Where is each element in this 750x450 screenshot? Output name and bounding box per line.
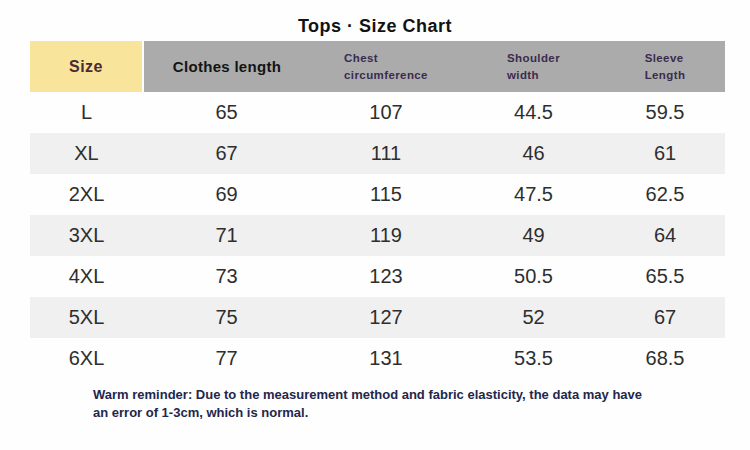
- chest-circumference-cell: 123: [310, 256, 462, 297]
- table-row: 4XL7312350.565.5: [30, 256, 725, 297]
- column-header-shoulder-width: Shoulder width: [462, 41, 605, 92]
- column-header-sleeve-length-label: Sleeve Length: [645, 50, 686, 83]
- sleeve-length-cell: 68.5: [605, 338, 725, 379]
- sleeve-length-cell: 59.5: [605, 92, 725, 133]
- page-title: Tops · Size Chart: [0, 0, 750, 40]
- shoulder-width-cell: 44.5: [462, 92, 605, 133]
- size-cell: XL: [30, 133, 143, 174]
- size-cell: 5XL: [30, 297, 143, 338]
- column-header-clothes-length: Clothes length: [143, 41, 310, 92]
- size-table-body: L6510744.559.5XL6711146612XL6911547.562.…: [30, 92, 725, 379]
- chest-circumference-cell: 115: [310, 174, 462, 215]
- size-cell: 4XL: [30, 256, 143, 297]
- chest-circumference-cell: 111: [310, 133, 462, 174]
- size-chart-table: Size Clothes length Chest circumference …: [30, 41, 725, 379]
- size-cell: 6XL: [30, 338, 143, 379]
- size-cell: 2XL: [30, 174, 143, 215]
- clothes-length-cell: 67: [143, 133, 310, 174]
- column-header-sleeve-length: Sleeve Length: [605, 41, 725, 92]
- clothes-length-cell: 75: [143, 297, 310, 338]
- table-header-row: Size Clothes length Chest circumference …: [30, 41, 725, 92]
- chest-circumference-cell: 127: [310, 297, 462, 338]
- shoulder-width-cell: 50.5: [462, 256, 605, 297]
- size-cell: L: [30, 92, 143, 133]
- chest-circumference-cell: 107: [310, 92, 462, 133]
- shoulder-width-cell: 53.5: [462, 338, 605, 379]
- clothes-length-cell: 73: [143, 256, 310, 297]
- chest-circumference-cell: 119: [310, 215, 462, 256]
- sleeve-length-cell: 67: [605, 297, 725, 338]
- table-row: L6510744.559.5: [30, 92, 725, 133]
- sleeve-length-cell: 62.5: [605, 174, 725, 215]
- sleeve-length-cell: 64: [605, 215, 725, 256]
- clothes-length-cell: 65: [143, 92, 310, 133]
- size-cell: 3XL: [30, 215, 143, 256]
- sleeve-length-cell: 65.5: [605, 256, 725, 297]
- column-header-chest-circumference-label: Chest circumference: [344, 50, 428, 83]
- clothes-length-cell: 77: [143, 338, 310, 379]
- clothes-length-cell: 69: [143, 174, 310, 215]
- sleeve-length-cell: 61: [605, 133, 725, 174]
- shoulder-width-cell: 47.5: [462, 174, 605, 215]
- warm-reminder-note: Warm reminder: Due to the measurement me…: [93, 386, 683, 422]
- clothes-length-cell: 71: [143, 215, 310, 256]
- column-header-shoulder-width-label: Shoulder width: [507, 50, 560, 83]
- table-row: 3XL711194964: [30, 215, 725, 256]
- shoulder-width-cell: 52: [462, 297, 605, 338]
- size-chart-page: Tops · Size Chart Size Clothes length Ch…: [0, 0, 750, 450]
- column-header-size: Size: [30, 41, 143, 92]
- column-header-chest-circumference: Chest circumference: [310, 41, 462, 92]
- chest-circumference-cell: 131: [310, 338, 462, 379]
- table-row: XL671114661: [30, 133, 725, 174]
- table-row: 5XL751275267: [30, 297, 725, 338]
- table-row: 6XL7713153.568.5: [30, 338, 725, 379]
- table-row: 2XL6911547.562.5: [30, 174, 725, 215]
- shoulder-width-cell: 46: [462, 133, 605, 174]
- shoulder-width-cell: 49: [462, 215, 605, 256]
